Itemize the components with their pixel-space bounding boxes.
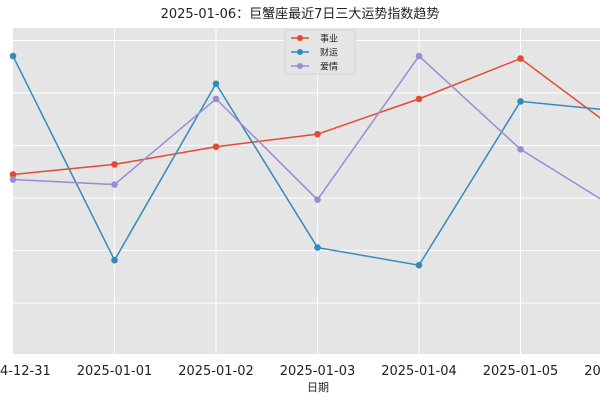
grid-lines: [13, 28, 600, 354]
x-axis-label: 日期: [307, 381, 329, 394]
x-tick-label: 2025-01-06: [584, 364, 600, 379]
x-tick-label: 2025-01-02: [178, 364, 254, 379]
data-point: [517, 55, 524, 62]
data-point: [111, 256, 118, 264]
x-tick-label: 2025-01-05: [483, 364, 559, 379]
x-tick-label: 2025-01-04: [381, 364, 457, 379]
legend-marker: [297, 49, 303, 55]
legend-label: 财运: [320, 47, 338, 59]
data-point: [415, 261, 423, 269]
legend-label: 爱情: [320, 61, 338, 73]
x-tick-label: 2024-12-31: [0, 364, 51, 379]
data-point: [111, 161, 118, 168]
series-points: [9, 52, 524, 269]
x-tick-labels: 2024-12-31 2025-01-01 2025-01-02 2025-01-03…: [0, 364, 600, 379]
data-point: [517, 98, 524, 105]
legend-marker: [297, 35, 303, 41]
data-point: [314, 244, 321, 251]
x-tick-label: 2025-01-03: [280, 364, 356, 379]
data-point: [314, 196, 321, 203]
data-point: [212, 143, 220, 151]
x-tick-label: 2025-01-01: [77, 364, 153, 379]
data-point: [314, 130, 321, 138]
data-point: [111, 181, 118, 188]
legend-label: 事业: [320, 33, 338, 45]
data-point: [415, 52, 423, 60]
legend-box: [284, 29, 356, 75]
data-point: [9, 176, 17, 183]
data-point: [415, 95, 423, 103]
data-point: [9, 171, 17, 178]
chart-title: 2025-01-06：巨蟹座最近7日三大运势指数趋势: [161, 6, 440, 22]
data-point: [212, 95, 220, 103]
data-point: [9, 52, 17, 60]
plot-area: [13, 28, 600, 354]
data-point: [212, 80, 220, 88]
legend-marker: [297, 63, 303, 69]
data-point: [517, 145, 524, 153]
